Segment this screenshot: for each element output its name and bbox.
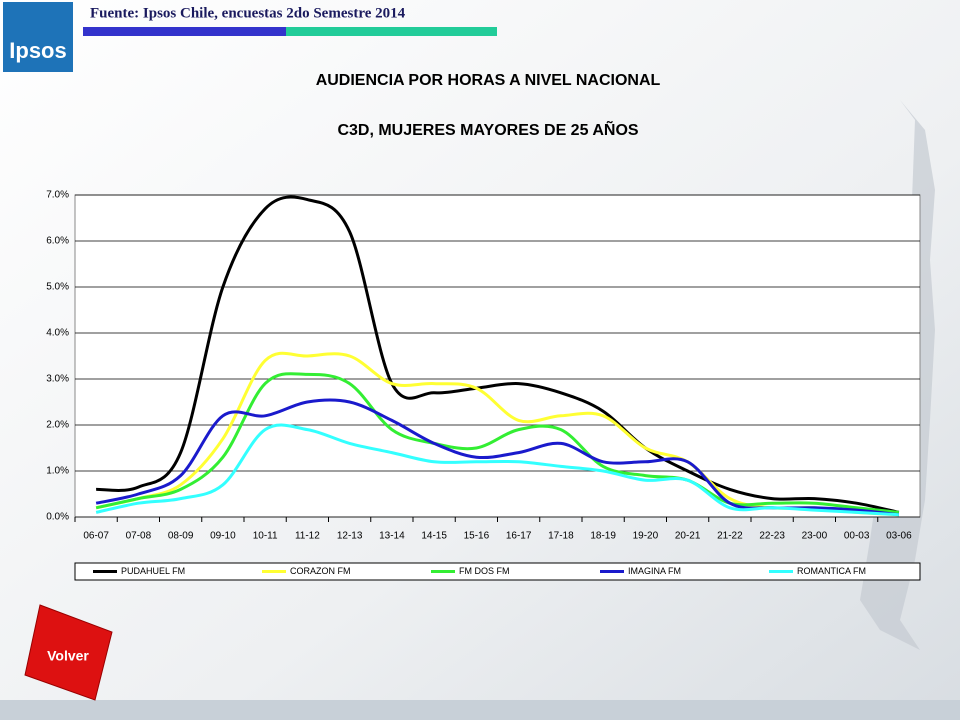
chart-subtitle: C3D, MUJERES MAYORES DE 25 AÑOS bbox=[337, 119, 638, 139]
y-tick-label: 4.0% bbox=[46, 328, 69, 339]
legend-label: FM DOS FM bbox=[459, 566, 510, 576]
legend-label: CORAZON FM bbox=[290, 566, 351, 576]
legend-label: ROMANTICA FM bbox=[797, 566, 866, 576]
x-tick-label: 17-18 bbox=[548, 531, 574, 542]
x-tick-label: 21-22 bbox=[717, 531, 743, 542]
source-text: Fuente: Ipsos Chile, encuestas 2do Semes… bbox=[90, 5, 406, 21]
y-tick-label: 3.0% bbox=[46, 374, 69, 385]
series-line bbox=[95, 423, 899, 517]
x-tick-label: 07-08 bbox=[126, 531, 152, 542]
legend-box bbox=[74, 562, 921, 581]
x-tick-label: 13-14 bbox=[379, 531, 405, 542]
plot-area bbox=[74, 194, 921, 518]
footer-band bbox=[0, 700, 960, 720]
x-tick-label: 16-17 bbox=[506, 531, 532, 542]
y-tick-label: 5.0% bbox=[46, 282, 69, 293]
x-tick-label: 18-19 bbox=[590, 531, 616, 542]
x-tick-label: 19-20 bbox=[633, 531, 659, 542]
button-shape[interactable] bbox=[24, 604, 113, 701]
legend-label: IMAGINA FM bbox=[628, 566, 681, 576]
chart-title: AUDIENCIA POR HORAS A NIVEL NACIONAL bbox=[316, 72, 661, 89]
button-label[interactable]: Volver bbox=[47, 648, 89, 664]
x-tick-label: 09-10 bbox=[210, 531, 236, 542]
series-line bbox=[95, 372, 900, 514]
x-tick-label: 06-07 bbox=[83, 531, 109, 542]
y-tick-label: 2.0% bbox=[46, 420, 69, 431]
y-tick-label: 1.0% bbox=[46, 466, 69, 477]
legend-label: PUDAHUEL FM bbox=[121, 566, 185, 576]
volver-button[interactable]: Volver bbox=[24, 604, 113, 701]
y-tick-label: 0.0% bbox=[46, 512, 69, 523]
y-tick-label: 6.0% bbox=[46, 236, 69, 247]
x-tick-label: 10-11 bbox=[253, 531, 278, 542]
x-tick-label: 12-13 bbox=[337, 531, 363, 542]
x-tick-label: 23-00 bbox=[802, 531, 828, 542]
x-tick-label: 00-03 bbox=[844, 531, 870, 542]
x-tick-label: 22-23 bbox=[759, 531, 785, 542]
header-bar bbox=[83, 27, 286, 36]
x-tick-label: 15-16 bbox=[464, 531, 490, 542]
x-tick-label: 11-12 bbox=[295, 531, 320, 542]
header-bar bbox=[286, 27, 497, 36]
x-tick-label: 20-21 bbox=[675, 531, 701, 542]
y-tick-label: 7.0% bbox=[46, 190, 69, 201]
logo-box bbox=[3, 2, 73, 72]
series-line bbox=[96, 195, 900, 514]
x-tick-label: 08-09 bbox=[168, 531, 194, 542]
x-tick-label: 14-15 bbox=[421, 531, 447, 542]
chart: 0.0% 1.0% 2.0% 3.0% 4.0% 5.0% 6.0% 7.0% 06-07 07-… bbox=[46, 190, 921, 581]
x-tick-label: 03-06 bbox=[886, 531, 912, 542]
logo-text: Ipsos bbox=[9, 38, 66, 63]
